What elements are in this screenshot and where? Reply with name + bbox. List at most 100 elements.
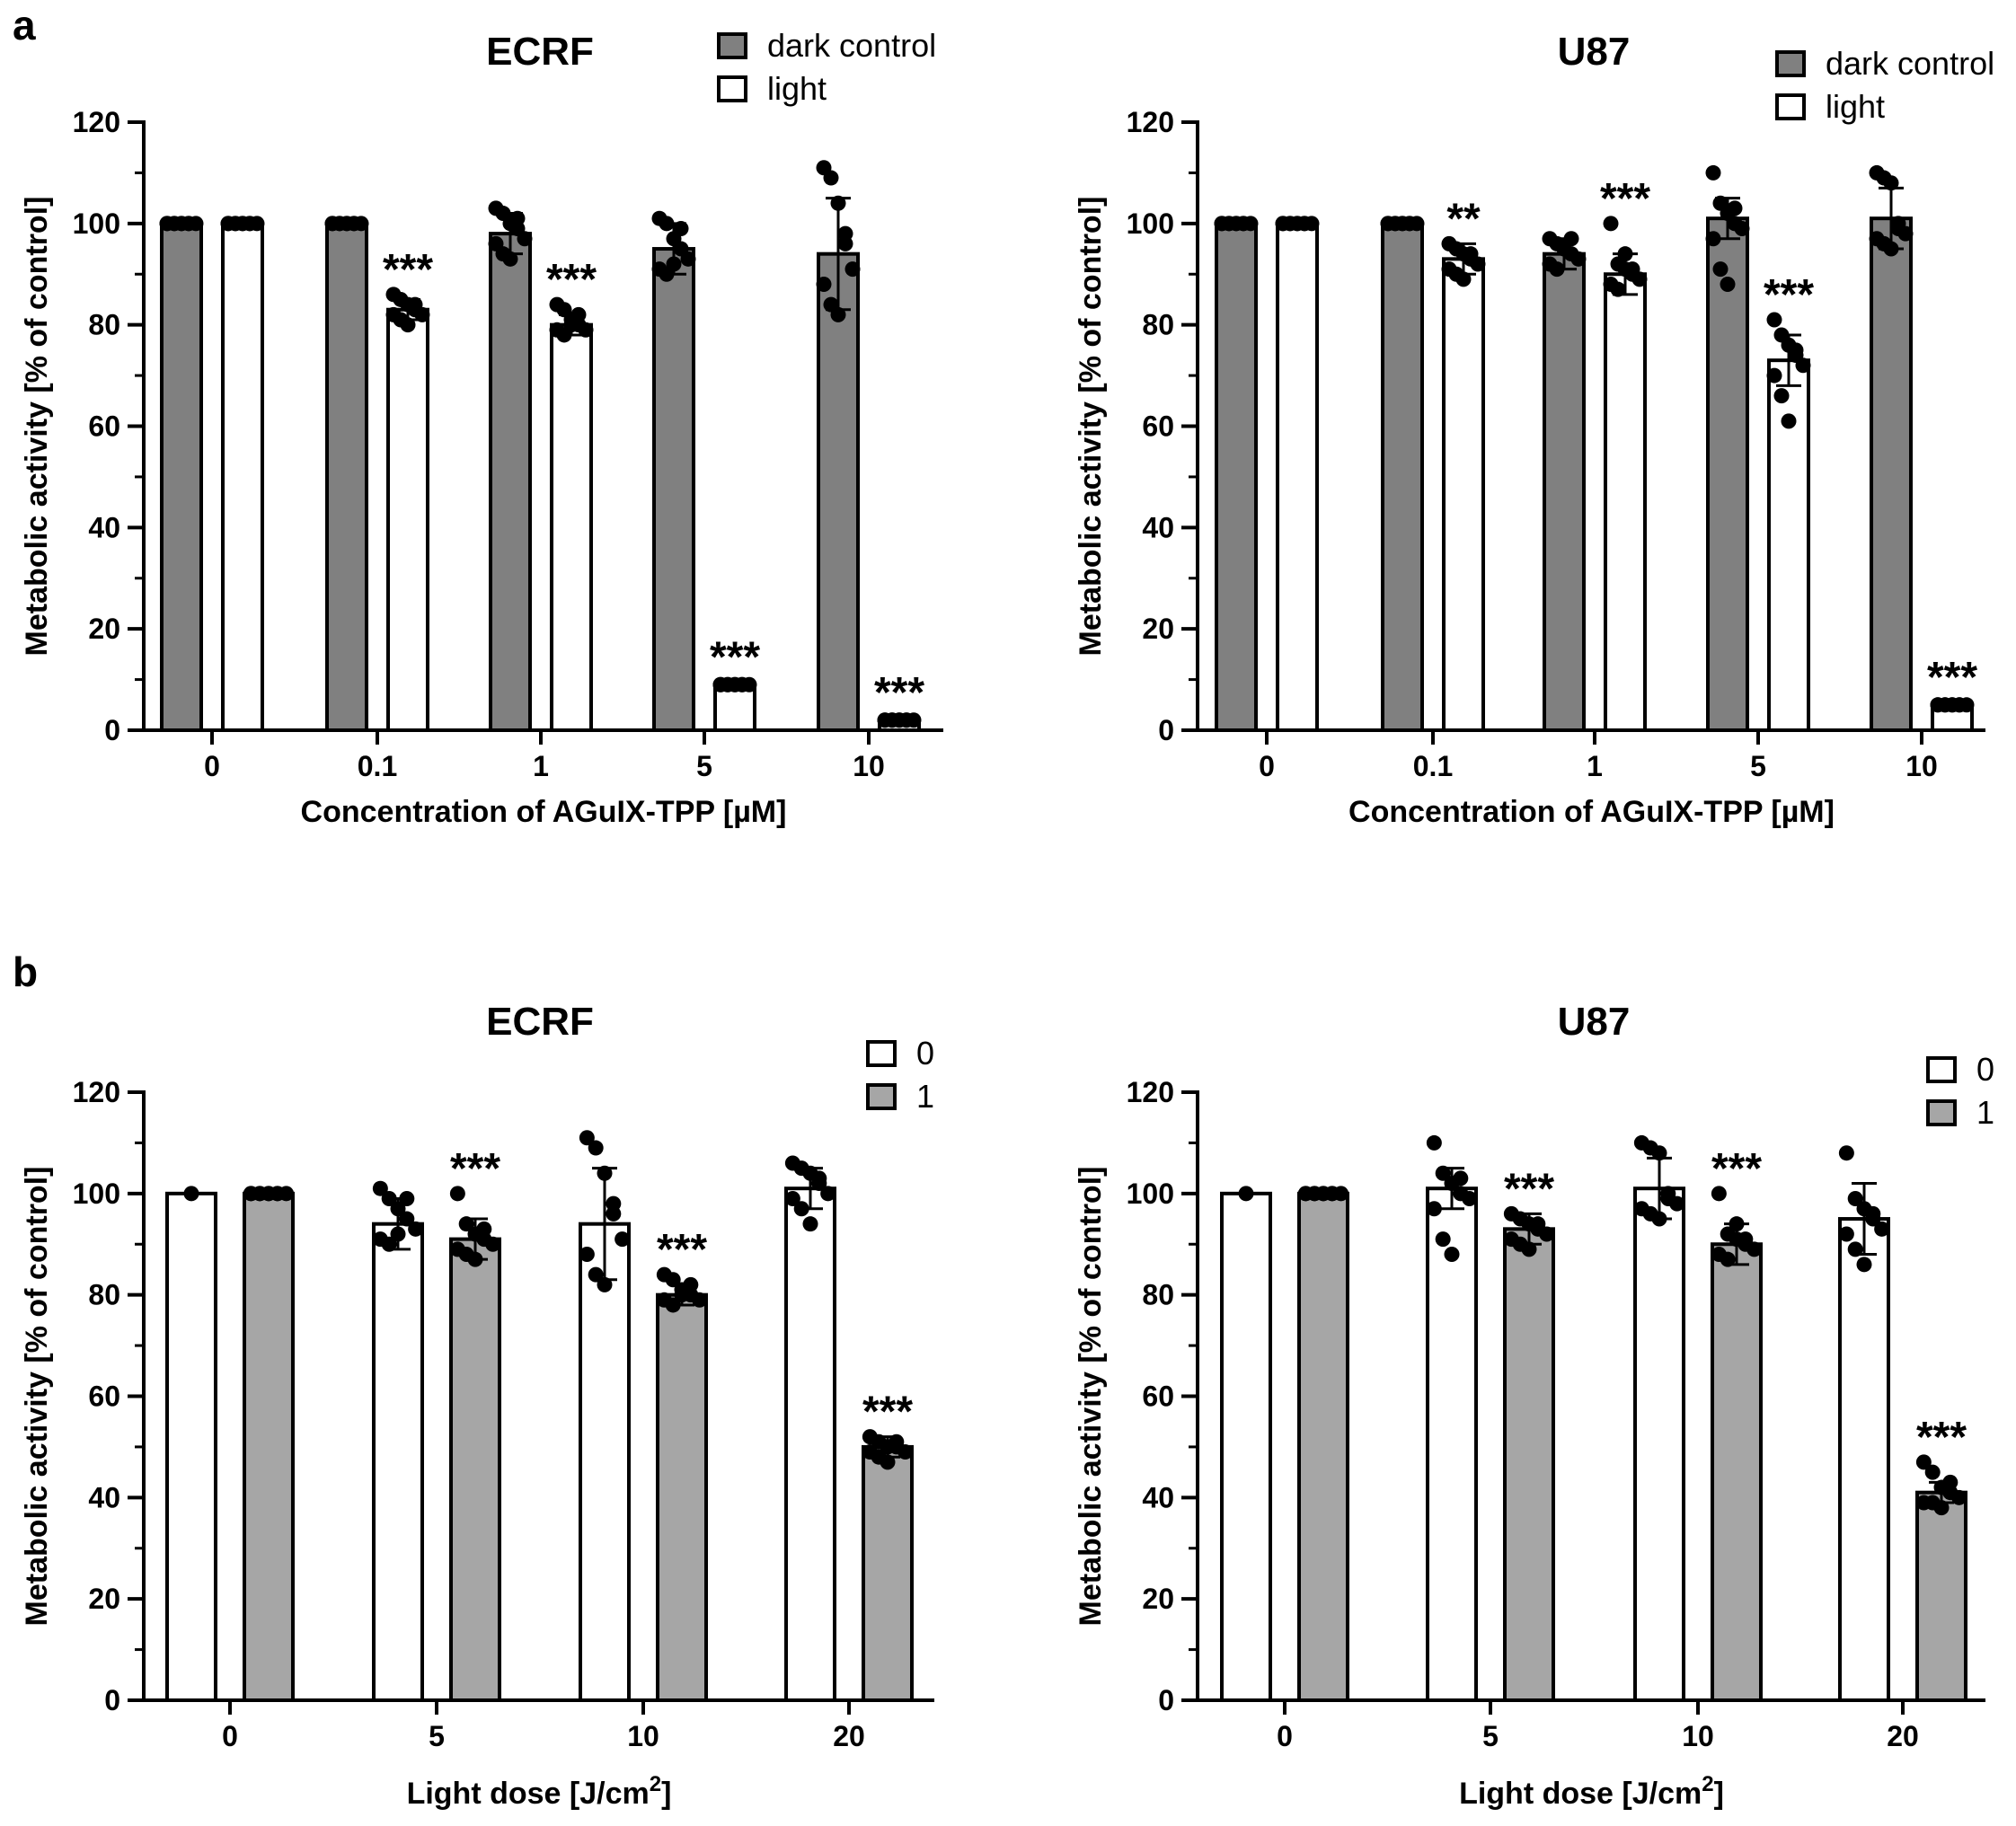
data-point (1669, 1195, 1685, 1212)
data-point (666, 256, 682, 272)
data-point (793, 1201, 809, 1217)
data-point (1729, 1216, 1745, 1232)
data-point (390, 1226, 406, 1242)
data-point (1462, 1190, 1478, 1206)
data-point (1712, 261, 1729, 278)
significance-label: *** (862, 1389, 913, 1436)
data-point (665, 1272, 681, 1288)
data-point (1727, 200, 1743, 216)
significance-label: *** (1600, 175, 1650, 223)
x-axis-label-end: ] (661, 1777, 671, 1811)
data-point (449, 1186, 465, 1202)
bar (1442, 257, 1485, 732)
data-point (1296, 216, 1313, 232)
significance-label: *** (710, 633, 760, 681)
data-point (1563, 231, 1579, 247)
data-point (509, 210, 526, 226)
data-point (784, 1190, 800, 1206)
bar (386, 307, 429, 732)
data-point (399, 1190, 415, 1206)
data-point (400, 317, 416, 333)
y-tick-label: 80 (1142, 1279, 1174, 1311)
data-point (578, 322, 594, 338)
y-tick-label: 100 (73, 1178, 120, 1210)
y-axis-label: Metabolic activity [% of control] (20, 197, 54, 657)
chart-title: U87 (1558, 30, 1631, 74)
bar (579, 1222, 631, 1702)
bar (1870, 216, 1913, 733)
bar (1915, 1490, 1967, 1702)
significance-label: *** (546, 256, 597, 304)
data-point (820, 1186, 836, 1202)
bar (1276, 221, 1319, 733)
data-point (588, 1266, 604, 1283)
data-point (1651, 1145, 1667, 1161)
legend-label: dark control (1826, 45, 1994, 82)
data-point (811, 1170, 827, 1186)
y-tick-label: 0 (1158, 1684, 1174, 1716)
data-point (1705, 231, 1721, 247)
bar (1711, 1242, 1763, 1702)
x-axis-label-end: ] (1714, 1777, 1724, 1811)
y-tick-label: 100 (1127, 1178, 1174, 1210)
significance-label: *** (1927, 654, 1977, 701)
data-point (1781, 413, 1797, 429)
x-tick-label: 0.1 (358, 750, 397, 782)
y-axis-label: Metabolic activity [% of control] (1074, 197, 1108, 657)
x-tick-label: 20 (833, 1720, 865, 1752)
x-tick-label: 10 (1682, 1720, 1714, 1752)
data-point (408, 1221, 424, 1237)
data-point (1795, 357, 1811, 374)
legend-label: dark control (767, 27, 936, 64)
data-point (734, 676, 750, 692)
data-point (1549, 261, 1565, 278)
data-point (346, 216, 362, 232)
data-point (485, 1236, 501, 1252)
data-point (1838, 1226, 1854, 1242)
data-point (183, 1186, 199, 1202)
legend-swatch (866, 1083, 897, 1110)
data-point (1435, 1165, 1451, 1181)
bar (1633, 1186, 1685, 1702)
data-point (844, 261, 861, 278)
y-tick-label: 40 (88, 1481, 120, 1513)
x-axis-label-main: Light dose [J/cm (407, 1777, 650, 1811)
x-tick-label: 0.1 (1413, 750, 1453, 782)
chart-title: ECRF (486, 30, 594, 74)
bar (1381, 221, 1424, 733)
data-point (597, 1276, 613, 1292)
data-point (181, 216, 197, 232)
y-tick-label: 40 (1142, 511, 1174, 543)
data-point (830, 195, 846, 211)
data-point (1624, 261, 1640, 278)
legend-label: 0 (1976, 1051, 1994, 1088)
y-tick-label: 40 (88, 511, 120, 543)
data-point (1610, 281, 1626, 297)
bar (1297, 1191, 1349, 1703)
data-point (1401, 216, 1418, 232)
bar (784, 1186, 836, 1702)
bar (1706, 216, 1749, 733)
y-tick-label: 80 (88, 309, 120, 341)
y-tick-label: 0 (1158, 714, 1174, 746)
data-point (381, 1190, 397, 1206)
legend-swatch (717, 32, 747, 59)
bar (1543, 251, 1586, 732)
bar (817, 251, 860, 732)
data-point (458, 1216, 474, 1232)
data-point (823, 170, 839, 186)
bar (221, 221, 264, 733)
legend-swatch (717, 75, 747, 102)
data-point (889, 1433, 905, 1450)
data-point (1651, 1211, 1667, 1227)
data-point (1238, 1186, 1254, 1202)
data-point (1324, 1186, 1340, 1202)
y-tick-label: 0 (104, 1684, 120, 1716)
bar (325, 221, 368, 733)
data-point (1660, 1186, 1676, 1202)
x-axis-label: Light dose [J/cm2] (1459, 1772, 1724, 1811)
data-point (1444, 1247, 1460, 1263)
x-axis-label-superscript: 2 (650, 1772, 661, 1796)
data-point (1455, 271, 1472, 287)
